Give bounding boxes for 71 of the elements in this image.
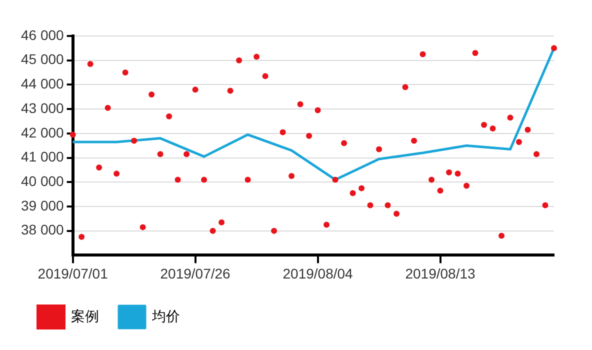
point — [376, 146, 382, 152]
point — [411, 138, 418, 144]
point — [384, 202, 391, 208]
legend-label: 均价 — [151, 308, 180, 324]
point — [174, 176, 181, 183]
point — [446, 169, 452, 176]
y-tick-label: 40 000 — [20, 172, 64, 189]
point — [324, 222, 330, 228]
point — [551, 45, 557, 52]
y-tick-label: 46 000 — [20, 26, 64, 43]
point — [420, 51, 426, 58]
point — [542, 202, 548, 208]
point — [87, 61, 94, 68]
point — [306, 132, 312, 139]
point — [192, 86, 198, 93]
point — [157, 151, 164, 158]
point — [280, 129, 286, 136]
point — [262, 73, 268, 80]
point — [464, 182, 470, 189]
point — [254, 54, 260, 60]
point — [516, 138, 522, 145]
point — [70, 132, 76, 138]
point — [394, 210, 400, 217]
point — [288, 173, 295, 180]
point — [507, 114, 514, 121]
point — [271, 228, 278, 234]
point — [490, 126, 496, 132]
point — [122, 70, 128, 76]
point — [184, 151, 190, 158]
point — [498, 232, 505, 239]
point — [402, 84, 408, 90]
x-tick-label: 2019/08/04 — [282, 265, 354, 282]
point — [524, 126, 531, 133]
point — [244, 176, 251, 183]
point — [78, 234, 85, 240]
point — [148, 91, 155, 98]
point — [358, 185, 365, 192]
x-tick-label: 2019/07/26 — [160, 265, 231, 282]
point — [534, 151, 540, 158]
point — [114, 170, 120, 177]
point — [201, 176, 208, 183]
y-tick-label: 38 000 — [20, 222, 64, 238]
point — [236, 57, 242, 64]
y-tick-label: 45 000 — [20, 51, 64, 68]
point — [454, 170, 461, 177]
point — [332, 176, 338, 183]
point — [104, 104, 111, 111]
point — [166, 113, 172, 120]
y-tick-label: 41 000 — [20, 148, 64, 165]
legend-label: 案例 — [71, 308, 99, 324]
point — [140, 224, 146, 230]
point — [437, 188, 444, 194]
point — [472, 50, 478, 56]
y-tick-label: 42 000 — [20, 124, 64, 140]
point — [218, 219, 225, 226]
y-tick-label: 39 000 — [20, 197, 64, 214]
point — [481, 122, 488, 128]
point — [314, 107, 321, 114]
point — [341, 140, 348, 146]
y-tick-label: 44 000 — [20, 76, 64, 92]
point — [227, 88, 234, 94]
point — [367, 202, 374, 208]
point — [297, 101, 304, 108]
point — [131, 138, 138, 144]
x-tick-label: 2019/07/01 — [38, 265, 108, 282]
point — [210, 228, 216, 234]
point — [350, 190, 356, 196]
y-tick-label: 43 000 — [20, 100, 64, 116]
point — [428, 176, 435, 183]
x-tick-label: 2019/08/13 — [405, 265, 476, 282]
point — [96, 164, 102, 171]
